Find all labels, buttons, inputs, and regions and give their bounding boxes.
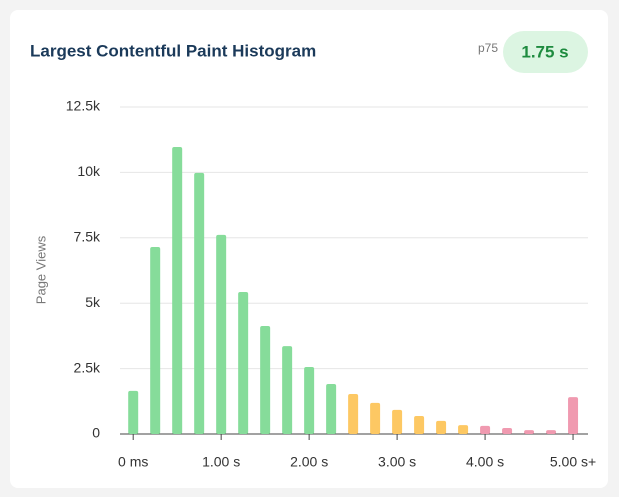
badge	[503, 31, 588, 73]
y-tick-label: 2.5k	[74, 359, 101, 375]
y-axis-label: Page Views	[33, 235, 48, 304]
bar	[150, 246, 161, 434]
bar	[304, 367, 315, 434]
bar	[260, 325, 271, 434]
bar	[216, 234, 227, 434]
bar	[392, 409, 403, 434]
bar	[436, 420, 447, 434]
bar	[370, 402, 381, 434]
bar	[458, 425, 469, 434]
bar	[194, 172, 205, 434]
y-tick-label: 5k	[85, 294, 101, 310]
bar	[524, 430, 535, 434]
x-tick-label: 0 ms	[118, 454, 148, 470]
bar	[238, 291, 249, 434]
bar	[348, 393, 359, 434]
x-tick-label: 5.00 s+	[550, 454, 596, 470]
y-tick-label: 7.5k	[74, 229, 101, 245]
x-tick-label: 4.00 s	[466, 454, 504, 470]
bar	[414, 415, 425, 434]
bar	[282, 346, 293, 434]
x-tick-label: 3.00 s	[378, 454, 416, 470]
y-tick-label: 0	[92, 425, 100, 441]
bar	[480, 425, 491, 434]
bar	[128, 390, 139, 434]
bar	[326, 384, 337, 434]
badge-value: 1.75 s	[521, 42, 568, 61]
y-tick-label: 12.5k	[66, 98, 101, 114]
badge-label: p75	[478, 41, 498, 55]
bar	[172, 147, 183, 435]
bar	[546, 430, 557, 434]
x-tick-label: 1.00 s	[202, 454, 240, 470]
bar	[502, 427, 513, 434]
y-tick-label: 10k	[77, 163, 101, 179]
chart-title: Largest Contentful Paint Histogram	[30, 41, 316, 60]
bar	[568, 397, 579, 434]
x-tick-label: 2.00 s	[290, 454, 328, 470]
